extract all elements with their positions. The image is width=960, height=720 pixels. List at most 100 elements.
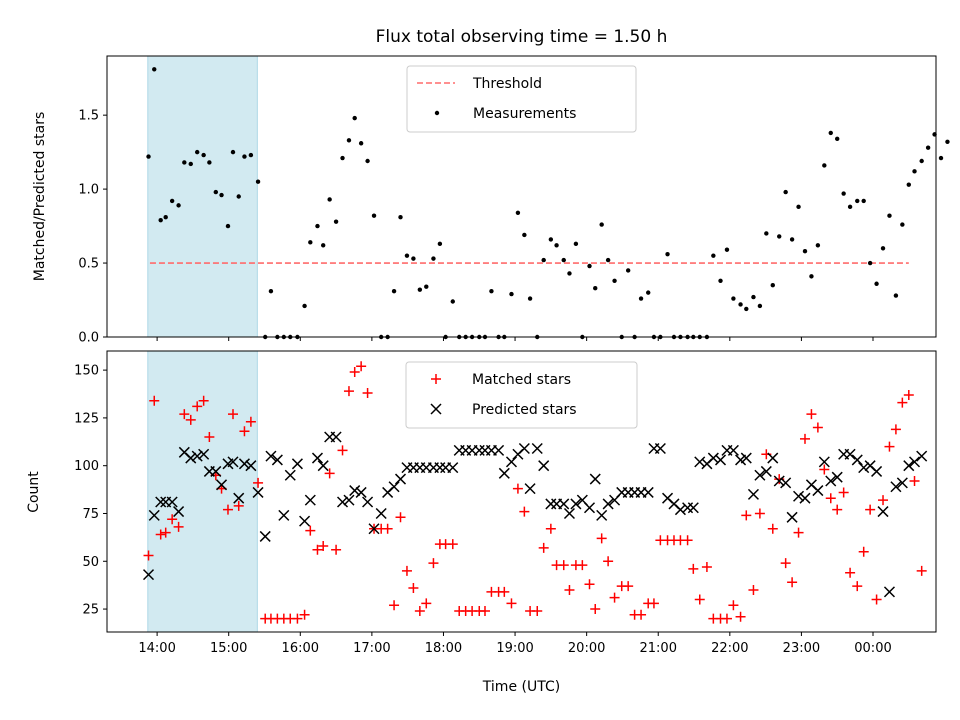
predicted-stars-point	[674, 504, 686, 516]
matched-stars-point	[204, 432, 215, 443]
matched-stars-point	[447, 539, 458, 550]
measurement-point	[404, 253, 410, 258]
matched-stars-point	[832, 504, 843, 515]
bottom-y-tick-label: 125	[74, 411, 99, 426]
measurement-point	[874, 281, 879, 286]
matched-stars-point	[609, 592, 620, 603]
measurement-point	[315, 223, 320, 229]
matched-stars-point	[721, 613, 732, 624]
predicted-stars-point	[349, 485, 361, 497]
predicted-stars-point	[583, 502, 596, 514]
predicted-stars-point	[498, 467, 510, 479]
predicted-stars-point	[191, 450, 203, 462]
matched-stars-point	[558, 560, 569, 571]
measurement-point	[248, 152, 254, 158]
matched-stars-point	[173, 521, 184, 532]
measurement-point	[912, 169, 917, 174]
measurement-point	[255, 179, 261, 184]
matched-stars-point	[185, 414, 196, 425]
matched-stars-point	[682, 535, 693, 546]
matched-stars-point	[318, 540, 329, 551]
measurement-point	[638, 296, 644, 301]
measurement-point	[437, 241, 443, 247]
matched-stars-point	[838, 487, 849, 498]
matched-stars-point	[227, 409, 238, 420]
x-tick-label: 18:00	[425, 641, 462, 656]
matched-stars-point	[192, 401, 203, 412]
measurement-point	[213, 189, 219, 195]
predicted-stars-point	[304, 494, 316, 506]
measurement-point	[751, 294, 756, 300]
legend-measurements-swatch	[434, 110, 440, 116]
matched-stars-point	[884, 441, 895, 452]
measurement-point	[358, 141, 364, 146]
predicted-stars-point	[602, 498, 614, 510]
bottom-axes-frame	[106, 350, 937, 633]
matched-stars-point	[584, 579, 595, 590]
matched-stars-point	[767, 523, 778, 534]
matched-stars-point	[916, 565, 927, 576]
matched-stars-point	[793, 527, 804, 538]
predicted-stars-point	[493, 444, 505, 456]
measurement-point	[522, 232, 527, 238]
predicted-stars-point	[394, 473, 407, 485]
predicted-stars-point	[570, 498, 582, 510]
measurement-point	[489, 288, 494, 294]
matched-stars-point	[389, 600, 400, 611]
bottom-shaded-span	[147, 350, 258, 633]
measurement-point	[527, 296, 533, 301]
measurement-point	[146, 154, 151, 159]
measurement-point	[796, 204, 801, 210]
predicted-stars-point	[707, 452, 719, 464]
matched-stars-point	[577, 560, 588, 571]
predicted-stars-point	[825, 475, 837, 487]
bottom-y-tick-label: 75	[82, 507, 99, 522]
predicted-stars-point	[362, 496, 374, 508]
matched-stars-point	[603, 556, 614, 567]
measurement-point	[815, 243, 821, 248]
predicted-stars-point	[238, 458, 250, 470]
measurement-point	[340, 155, 345, 161]
matched-stars-point	[538, 542, 549, 553]
measurement-point	[268, 288, 274, 294]
predicted-stars-point	[284, 469, 296, 481]
matched-stars-point	[143, 550, 154, 561]
measurement-point	[945, 139, 950, 144]
measurement-point	[561, 257, 566, 263]
matched-stars-point	[532, 605, 543, 616]
predicted-stars-point	[727, 444, 739, 456]
matched-stars-point	[428, 558, 439, 569]
matched-stars-point	[748, 584, 759, 595]
predicted-stars-point	[252, 486, 264, 498]
measurement-point	[509, 291, 514, 297]
matched-stars-point	[512, 483, 523, 494]
predicted-stars-point	[216, 479, 228, 491]
measurement-point	[861, 198, 866, 204]
predicted-stars-point	[831, 471, 843, 483]
measurement-point	[605, 257, 611, 263]
measurement-point	[925, 145, 931, 150]
predicted-stars-point	[185, 452, 197, 464]
measurement-point	[573, 241, 579, 247]
measurement-point	[770, 283, 775, 288]
measurement-point	[411, 256, 416, 261]
matched-stars-point	[780, 558, 791, 569]
matched-stars-point	[545, 523, 556, 534]
predicted-stars-point	[531, 442, 543, 455]
predicted-stars-point	[908, 456, 921, 468]
measurement-point	[225, 223, 231, 229]
matched-stars-point	[408, 583, 419, 594]
measurement-point	[163, 215, 168, 220]
matched-stars-point	[564, 584, 575, 595]
measurement-point	[919, 158, 924, 164]
predicted-stars-point	[793, 490, 805, 502]
matched-stars-point	[155, 529, 166, 540]
matched-stars-point	[331, 544, 342, 555]
predicted-stars-point	[265, 450, 277, 462]
matched-stars-point	[897, 397, 908, 408]
predicted-stars-point	[871, 465, 883, 477]
x-tick-label: 15:00	[210, 641, 247, 656]
matched-stars-point	[852, 581, 863, 592]
measurement-point	[424, 284, 429, 289]
x-tick-label: 23:00	[783, 641, 820, 656]
